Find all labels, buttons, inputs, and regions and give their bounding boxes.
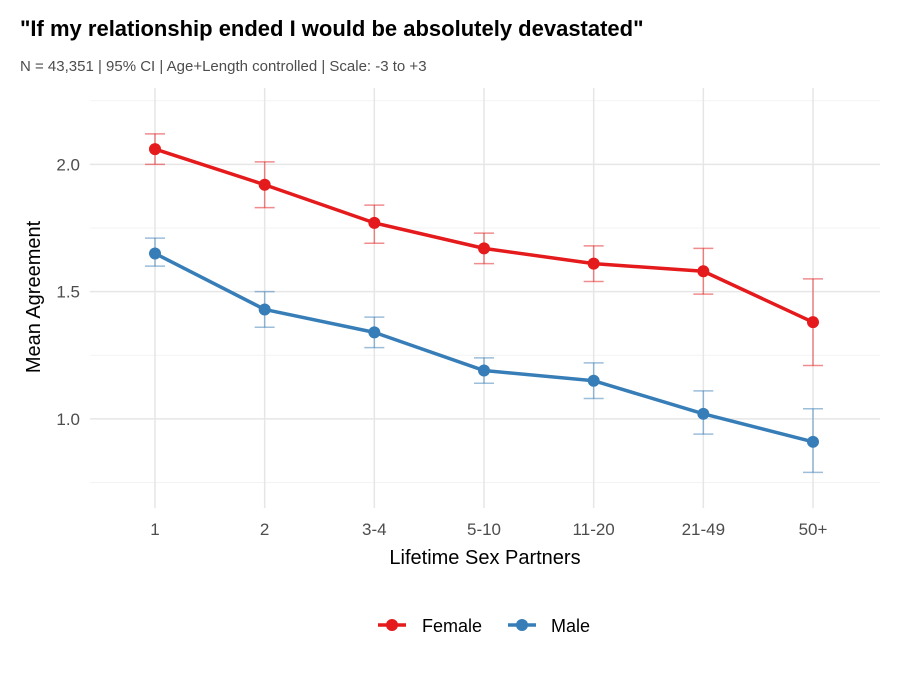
legend-item-female: Female: [378, 616, 482, 636]
x-tick-label: 21-49: [682, 520, 725, 539]
series-male: [145, 237, 823, 474]
x-tick-label: 50+: [799, 520, 828, 539]
legend-key-point-male: [516, 619, 528, 631]
data-point-male: [149, 247, 161, 260]
data-point-female: [807, 316, 819, 329]
x-tick-label: 2: [260, 520, 269, 539]
x-tick-label: 5-10: [467, 520, 501, 539]
y-axis-title: Mean Agreement: [23, 220, 45, 373]
data-point-female: [587, 257, 600, 270]
chart-title: "If my relationship ended I would be abs…: [20, 16, 644, 41]
x-tick-label: 1: [150, 520, 159, 539]
y-tick-label: 1.5: [56, 283, 80, 302]
data-point-female: [149, 143, 161, 156]
x-axis-title: Lifetime Sex Partners: [389, 547, 580, 569]
legend-item-male: Male: [508, 616, 590, 636]
chart-subtitle: N = 43,351 | 95% CI | Age+Length control…: [20, 58, 427, 75]
x-tick-label: 3-4: [362, 520, 387, 539]
legend-label-male: Male: [551, 616, 590, 636]
y-tick-label: 2.0: [56, 155, 80, 174]
y-tick-label: 1.0: [56, 410, 80, 429]
legend-label-female: Female: [422, 616, 482, 636]
x-tick-label: 11-20: [573, 520, 615, 539]
data-point-female: [478, 242, 490, 255]
data-point-male: [258, 303, 271, 316]
series-female: [145, 133, 823, 367]
data-point-male: [697, 407, 710, 420]
data-point-female: [368, 216, 381, 229]
data-point-male: [478, 364, 490, 377]
data-point-female: [697, 265, 710, 278]
data-point-male: [587, 374, 600, 387]
data-point-male: [368, 326, 381, 339]
data-point-female: [258, 178, 271, 191]
data-point-male: [807, 435, 819, 448]
legend: Female Male: [378, 616, 590, 636]
legend-key-point-female: [386, 619, 398, 631]
